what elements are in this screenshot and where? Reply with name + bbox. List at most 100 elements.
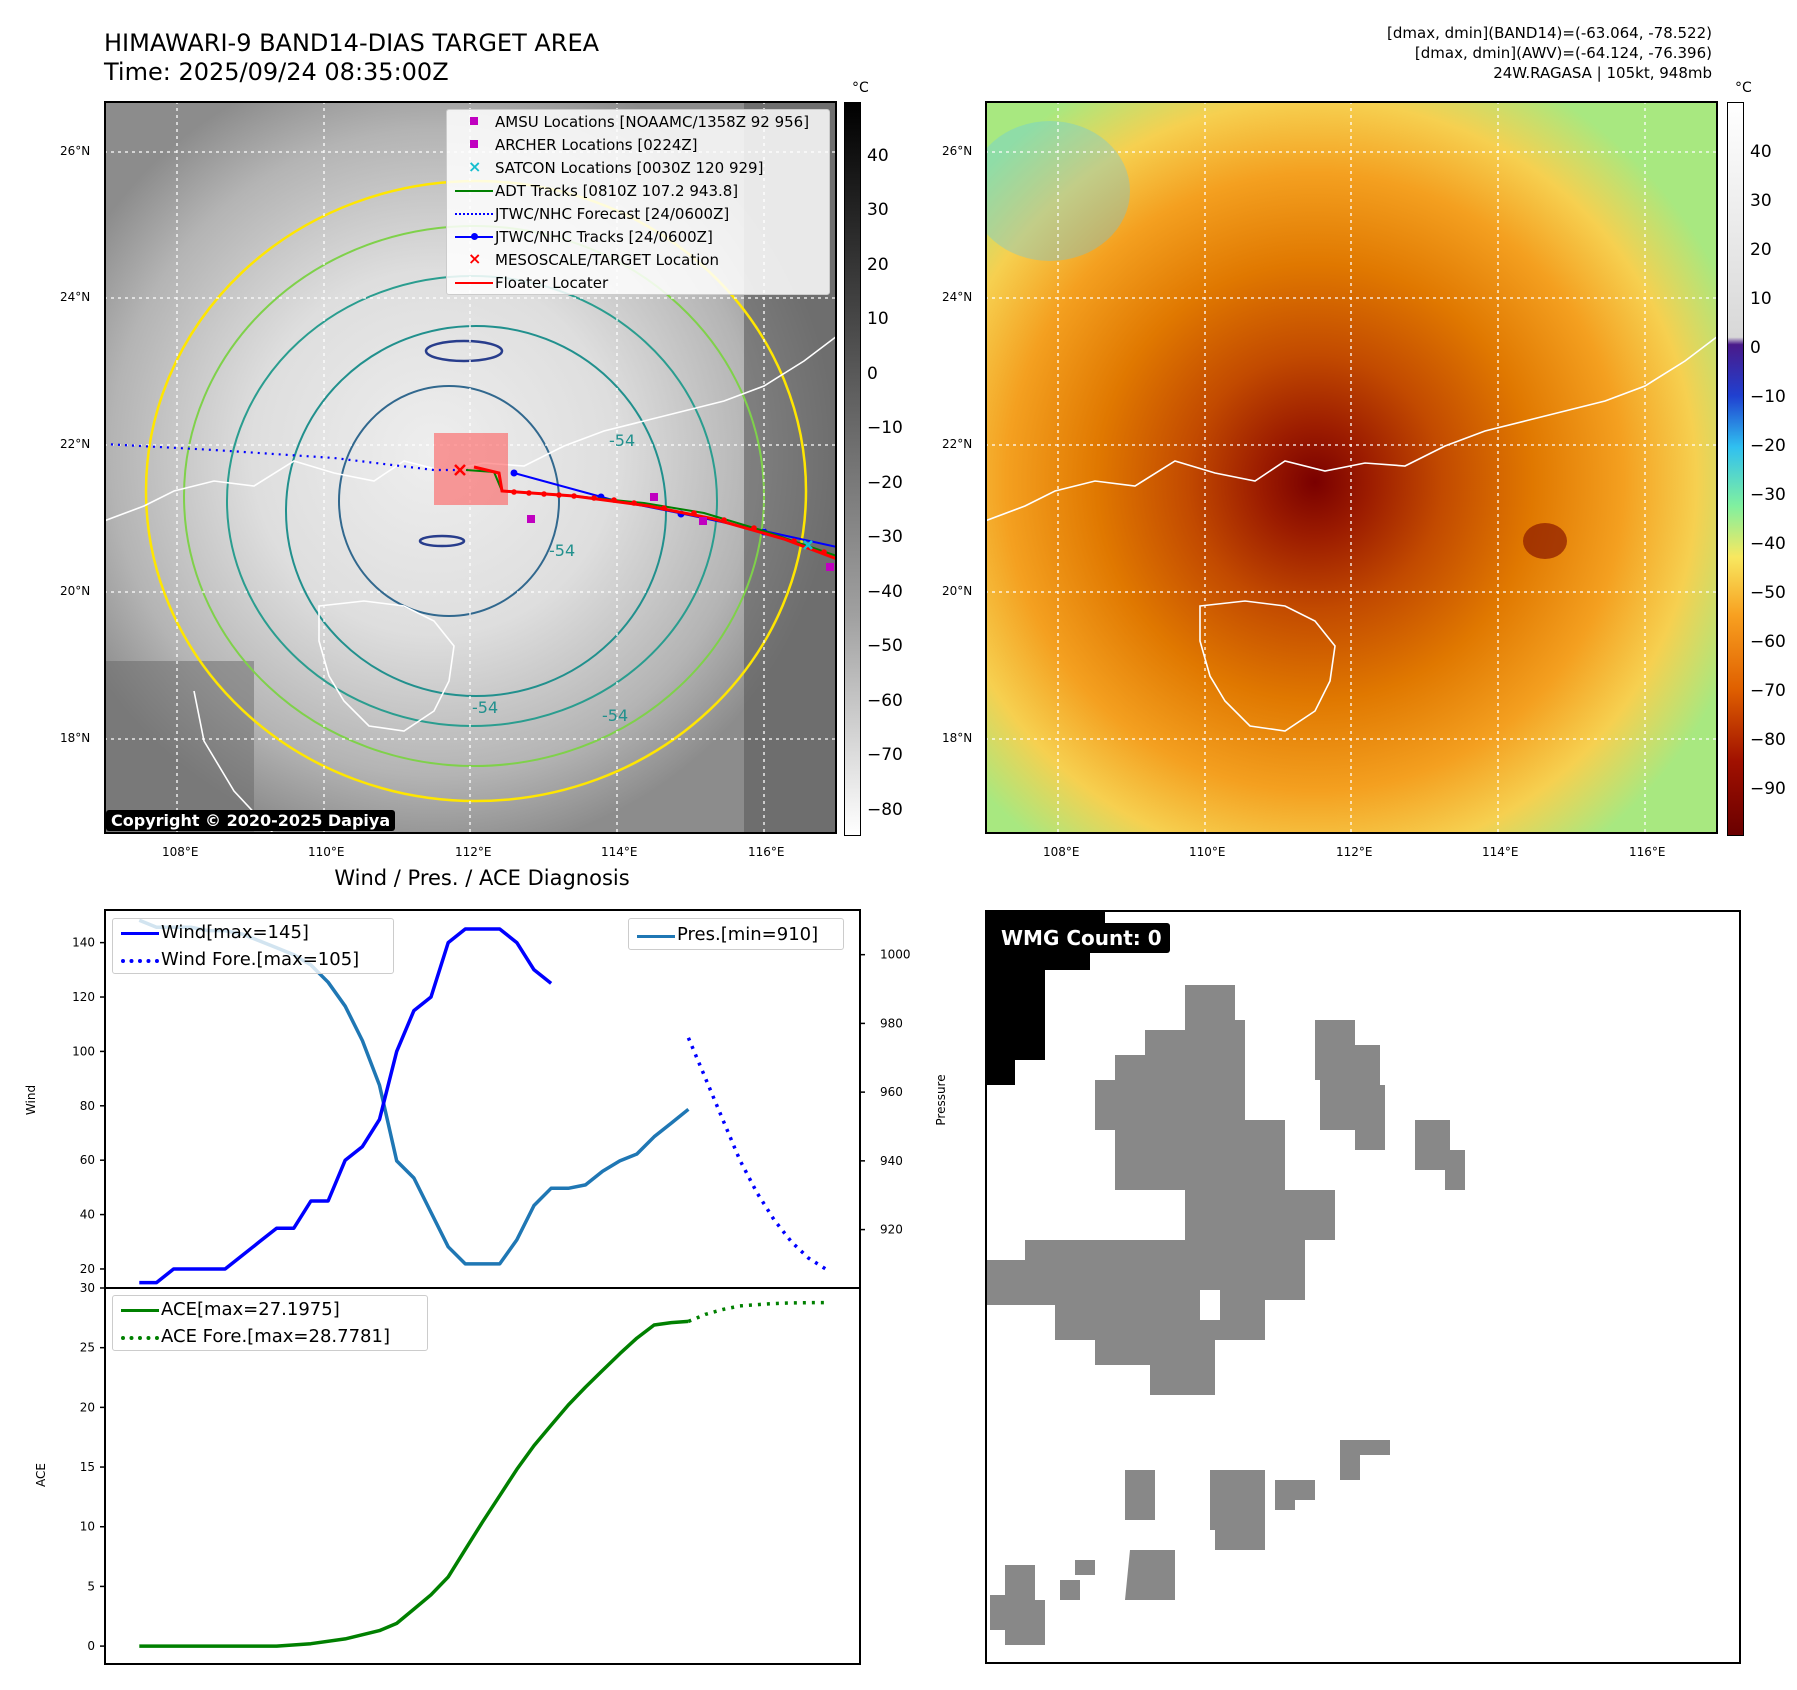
amsu-location [527,515,535,523]
wmg-region [1340,1440,1390,1480]
legend-label: Wind[max=145] [161,922,309,943]
pressure-ytick-label: 920 [880,1223,903,1237]
satcon-location [803,540,813,550]
right-map [985,101,1718,834]
pressure-ytick-label: 1000 [880,948,911,962]
dotted-line-icon [121,1336,159,1340]
lon-label: 108°E [162,845,199,859]
x-marker-icon: × [468,157,482,176]
diag-title: Wind / Pres. / ACE Diagnosis [334,866,630,890]
legend-item-archer: ARCHER Locations [0224Z] [447,133,829,156]
line-marker-icon [455,282,493,284]
left-colorbar-ticks: 40 30 20 10 0 −10 −20 −30 −40 −50 −60 −7… [867,0,927,1690]
ace-line [139,1319,689,1648]
legend-label: Pres.[min=910] [677,923,819,945]
left-map-frame [104,101,837,834]
cb-tick: −30 [1750,485,1786,505]
dotted-line-icon [121,959,159,963]
wmg-black-region [985,910,1105,1085]
lon-label: 116°E [1629,845,1666,859]
x-marker-icon: × [468,249,482,268]
legend-label: MESOSCALE/TARGET Location [495,250,720,269]
contour-north [424,339,504,363]
mesoscale-target-marker [454,464,466,476]
legend-item-ace: ACE[max=27.1975] [113,1296,427,1323]
legend-label: ACE Fore.[max=28.7781] [161,1326,390,1347]
legend-label: ARCHER Locations [0224Z] [495,135,698,154]
colorbar-unit: °C [852,80,869,96]
ace-ytick-label: 30 [80,1281,95,1295]
ace-ytick-label: 10 [80,1520,95,1534]
line-marker-icon [455,190,493,192]
lon-label: 114°E [601,845,638,859]
lat-label: 24°N [60,290,91,304]
archer-location [699,517,707,525]
wind-pres-marks: 20 40 60 80 100 120 140 920 940 960 980 1000 [72,918,911,1285]
archer-location [650,493,658,501]
cold-cloud-cell [1523,523,1567,559]
cb-tick: −70 [1750,681,1786,701]
legend-label: ADT Tracks [0810Z 107.2 943.8] [495,181,739,200]
ace-forecast-line [687,1300,826,1324]
ace-ytick-label: 15 [80,1460,95,1474]
legend-label: JTWC/NHC Forecast [24/0600Z] [495,204,730,223]
wind-ytick-label: 100 [72,1044,95,1058]
cb-tick: −80 [867,800,903,820]
info-storm: 24W.RAGASA | 105kt, 948mb [1493,64,1712,82]
figure-title: HIMAWARI-9 BAND14-DIAS TARGET AREA [104,29,600,57]
wmg-gray-regions [985,985,1465,1645]
legend-label: Wind Fore.[max=105] [161,949,360,970]
wmg-region [1060,1580,1080,1600]
info-awv: [dmax, dmin](AWV)=(-64.124, -76.396) [1414,44,1712,62]
pressure-ytick-label: 960 [880,1085,903,1099]
square-marker-icon [470,117,478,125]
wmg-region [1315,1020,1385,1150]
dry-region [985,121,1130,261]
cb-tick: 10 [867,309,889,329]
cb-tick: −40 [1750,534,1786,554]
contour-label: -54 [472,698,498,717]
line-marker-icon [121,1309,159,1312]
wmg-count-badge: WMG Count: 0 [993,923,1170,953]
line-marker-icon [637,934,675,938]
lon-label: 116°E [748,845,785,859]
cb-tick: −20 [867,473,903,493]
legend-item-jtwc-forecast: JTWC/NHC Forecast [24/0600Z] [447,202,829,225]
legend-item-ace-forecast: ACE Fore.[max=28.7781] [113,1323,427,1350]
pressure-ytick-label: 980 [880,1016,903,1030]
cb-tick: −70 [867,745,903,765]
hainan-coast [1199,600,1336,732]
ace-legend: ACE[max=27.1975] ACE Fore.[max=28.7781] [112,1295,428,1351]
cb-tick: −30 [867,527,903,547]
contour-label: -54 [609,431,635,450]
legend-label: SATCON Locations [0030Z 120 929] [495,158,764,177]
pressure-ytick-label: 940 [880,1154,903,1168]
wind-ylabel: Wind [24,1085,38,1115]
legend-item-amsu: AMSU Locations [NOAAMC/1358Z 92 956] [447,110,829,133]
right-colorbar [1727,102,1744,836]
wind-forecast-line [686,1037,827,1271]
wmg-region [1275,1480,1315,1510]
lat-label: 22°N [60,437,91,451]
legend-item-pressure: Pres.[min=910] [629,919,843,949]
legend-item-wind-forecast: Wind Fore.[max=105] [113,946,393,973]
legend-label: ACE[max=27.1975] [161,1299,340,1320]
legend-item-wind: Wind[max=145] [113,919,393,946]
pressure-ylabel: Pressure [934,1074,948,1125]
dotted-line-icon [455,213,493,215]
lat-label: 24°N [942,290,973,304]
cb-tick: 20 [867,255,889,275]
line-marker-icon [121,932,159,935]
legend-label: Floater Locater [495,273,609,292]
lat-label: 26°N [942,144,973,158]
right-coastlines [985,335,1718,732]
legend-item-satcon: × SATCON Locations [0030Z 120 929] [447,156,829,179]
right-map-grid [985,101,1718,834]
legend-label: JTWC/NHC Tracks [24/0600Z] [495,227,713,246]
cb-tick: 30 [1750,191,1772,211]
legend-label: AMSU Locations [NOAAMC/1358Z 92 956] [495,112,810,131]
cb-tick: −10 [1750,387,1786,407]
wmg-panel [985,910,1741,1664]
wmg-region [990,1565,1045,1645]
square-marker-icon [470,140,478,148]
